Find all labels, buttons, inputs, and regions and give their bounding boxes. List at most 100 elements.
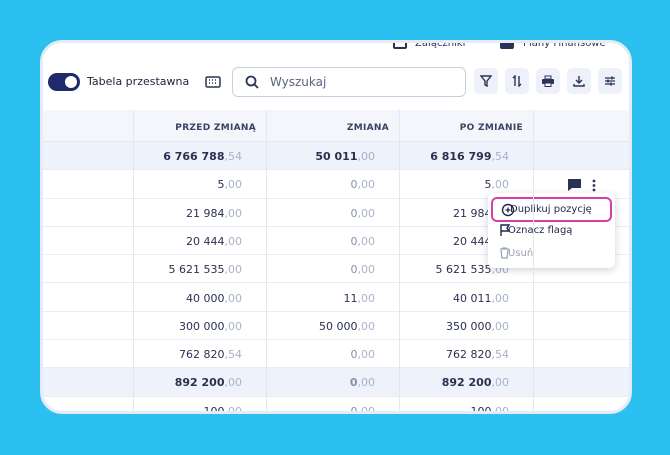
cell: 0,00 [266,376,375,389]
decimal-part: ,00 [491,404,510,414]
table-header [43,110,629,142]
comment-icon[interactable] [567,178,583,192]
search-icon [245,75,259,89]
menu-item[interactable]: Duplikuj pozycję [491,197,612,222]
cell: 762 820,54 [133,348,242,361]
decimal-part: ,00 [224,376,243,390]
toggle[interactable] [48,73,80,91]
decimal-part: ,00 [224,206,243,220]
decimal-part: ,00 [224,263,243,277]
decimal-part: ,00 [357,348,376,362]
column-header: ZMIANA [346,123,389,133]
integer-part: 21 984 [186,206,225,220]
sort-button[interactable] [505,68,529,94]
decimal-part: ,00 [357,263,376,277]
menu-icon [501,203,515,220]
table-row: 6 766 788,54 50 011,00 6 816 799,54 [43,142,629,171]
integer-part: 40 011 [453,291,492,305]
column-divider [133,110,134,411]
menu-label: Usuń [508,248,534,259]
menu-icon [499,224,511,240]
integer-part: 20 444 [453,234,492,248]
decimal-part: ,00 [491,291,510,305]
decimal-part: ,54 [491,150,510,163]
integer-part: 0 [350,348,358,362]
tab[interactable]: Plany Finansowe [523,40,606,49]
integer-part: 350 000 [446,319,492,333]
integer-part: 50 011 [315,150,358,163]
column-divider [533,110,534,411]
integer-part: 50 000 [319,319,358,333]
attachment-icon [393,43,407,49]
cell: 11,00 [266,291,376,305]
decimal-part: ,00 [357,404,376,414]
table-row: 5,00 0,00 5,00 [43,170,629,199]
context-menu: Duplikuj pozycję Oznacz flagą Usuń [488,193,615,268]
menu-label: Duplikuj pozycję [510,204,592,215]
integer-part: 100 [470,404,492,414]
integer-part: 5 621 535 [168,263,225,277]
decimal-part: ,00 [224,404,243,414]
more-icon[interactable] [591,179,597,193]
cell: 50 000,00 [266,320,375,333]
menu-item: Usuń [491,243,608,264]
plan-icon [500,43,514,49]
column-divider [266,110,267,411]
integer-part: 20 444 [186,234,225,248]
column-divider [399,110,400,411]
tab[interactable]: Załączniki [415,40,466,49]
cell: 0,00 [266,178,376,192]
menu-item[interactable]: Oznacz flagą [491,220,608,241]
integer-part: 100 [203,404,225,414]
cell: 5,00 [133,178,243,192]
settings-button[interactable] [598,68,622,94]
decimal-part: ,00 [491,319,510,333]
integer-part: 300 000 [179,319,225,333]
integer-part: 5 [484,178,492,192]
download-button[interactable] [567,68,591,94]
filter-button[interactable] [474,68,498,94]
integer-part: 21 984 [453,206,492,220]
decimal-part: ,00 [357,206,376,220]
toggle-label: Tabela przestawna [87,75,190,88]
decimal-part: ,00 [357,178,376,192]
integer-part: 0 [350,404,358,414]
decimal-part: ,00 [357,150,376,163]
table-row: 762 820,54 0,00 762 820,54 [43,340,629,369]
integer-part: 6 766 788 [163,150,225,163]
cell: 892 200,00 [133,376,242,389]
table-row: 40 000,00 11,00 40 011,00 [43,284,629,312]
cell: 0,00 [266,404,376,414]
decimal-part: ,00 [224,178,243,192]
integer-part: 0 [350,234,358,248]
column-header: PRZED ZMIANĄ [175,123,256,133]
integer-part: 0 [350,263,358,277]
decimal-part: ,00 [491,376,510,390]
decimal-part: ,00 [224,234,243,248]
print-button[interactable] [536,68,560,94]
cell: 100,00 [133,404,243,414]
cell: 21 984,00 [133,207,242,220]
cell: 6 766 788,54 [133,150,242,163]
integer-part: 11 [343,291,358,305]
decimal-part: ,00 [224,319,243,333]
integer-part: 5 [217,178,225,192]
integer-part: 40 000 [186,291,225,305]
cell: 5,00 [399,178,510,192]
keyboard-icon[interactable] [205,76,221,88]
cell: 0,00 [266,234,376,248]
search-box[interactable]: Wyszukaj [232,67,466,97]
integer-part: 6 816 799 [430,150,492,163]
integer-part: 0 [350,178,358,192]
cell: 50 011,00 [266,150,375,163]
cell: 300 000,00 [133,320,242,333]
decimal-part: ,54 [491,348,510,362]
menu-label: Oznacz flagą [508,225,573,236]
decimal-part: ,54 [224,150,243,163]
cell: 5 621 535,00 [133,263,242,276]
cell: 350 000,00 [399,320,509,333]
decimal-part: ,54 [224,348,243,362]
integer-part: 892 200 [441,376,492,390]
integer-part: 5 621 535 [435,263,492,277]
integer-part: 0 [350,206,358,220]
